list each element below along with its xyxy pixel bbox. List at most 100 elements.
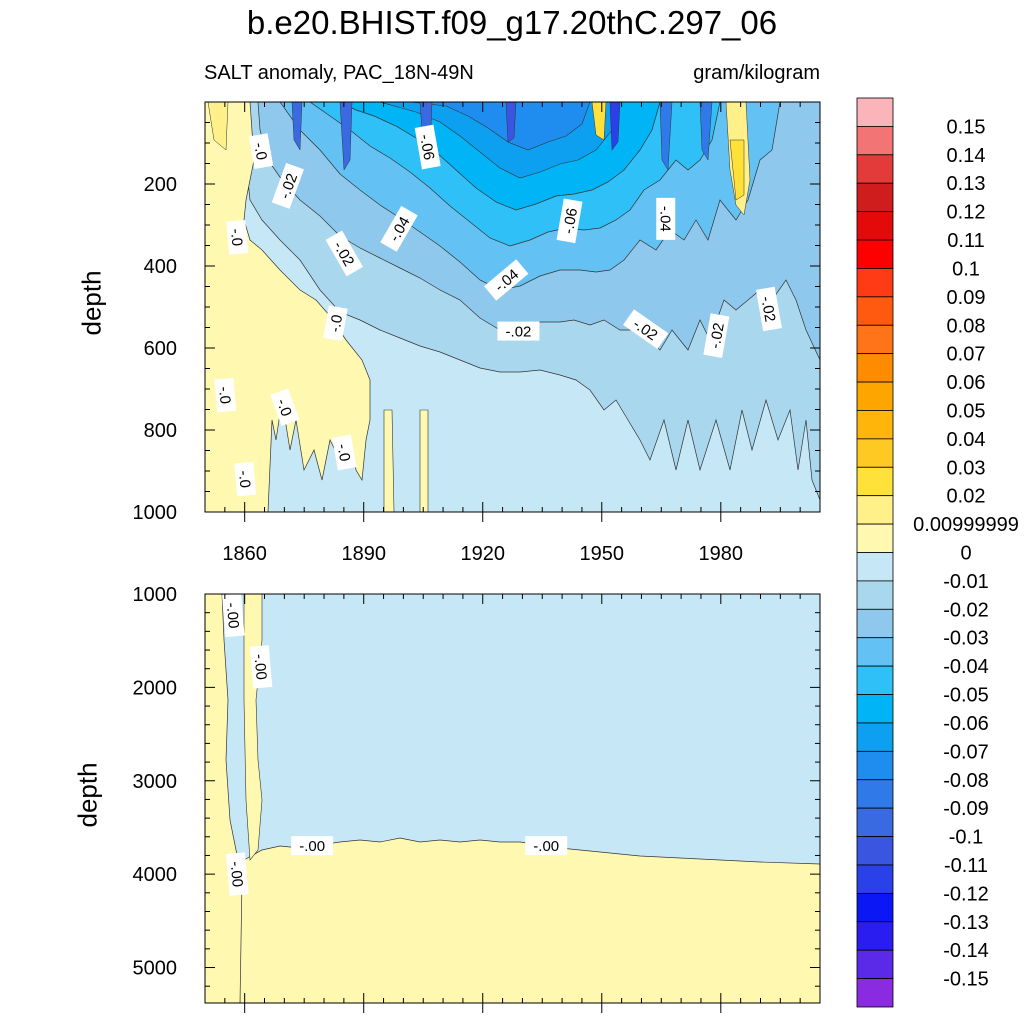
contour-label: -.0 — [234, 461, 257, 497]
contour-label-box — [656, 197, 676, 240]
colorbar-swatch — [856, 523, 894, 553]
y-tick-label: 1000 — [133, 584, 178, 606]
y-tick-label: 4000 — [133, 864, 178, 886]
colorbar-label: -0.02 — [943, 599, 989, 621]
colorbar-swatch — [856, 97, 894, 127]
contour-label-text: -.0 — [333, 443, 353, 463]
colorbar-label: -0.07 — [943, 741, 989, 763]
colorbar-swatch — [856, 864, 894, 894]
contour-label-box — [214, 377, 237, 413]
colorbar-label: -0.13 — [943, 912, 989, 934]
band-positive-streak-2 — [419, 409, 429, 512]
lower-contour-panel: -.00 -.00 -.00 -.00 -.00 — [205, 594, 820, 1003]
colorbar-label: -0.1 — [949, 827, 983, 849]
variable-subtitle: SALT anomaly, PAC_18N-49N — [204, 62, 474, 84]
x-tick-label: 1860 — [222, 543, 267, 565]
colorbar-label: -0.11 — [944, 855, 988, 877]
colorbar-label: -0.01 — [943, 571, 989, 593]
colorbar-label: 0.04 — [947, 429, 986, 451]
contour-label-box — [271, 162, 304, 209]
colorbar-label: 0.14 — [947, 145, 986, 167]
y-tick-label: 600 — [144, 338, 177, 360]
lower-contour-labels: -.00 -.00 -.00 -.00 -.00 — [221, 594, 568, 896]
contour-label-box — [225, 852, 249, 896]
streak-dark-7 — [291, 102, 303, 151]
colorbar-swatch — [856, 608, 894, 639]
contour-label-box — [497, 321, 540, 341]
colorbar-label: 0 — [960, 543, 971, 565]
colorbar-label: 0.15 — [947, 116, 986, 138]
colorbar-swatch — [856, 296, 894, 326]
x-tick-label: 1980 — [699, 543, 744, 565]
contour-label-box — [221, 594, 245, 638]
contour-label-text: -.0 — [327, 313, 347, 333]
colorbar-swatch — [856, 410, 894, 440]
colorbar-swatch — [856, 126, 894, 156]
contour-label-box — [248, 133, 274, 170]
colorbar-swatch — [856, 182, 894, 213]
colorbar-swatch — [856, 836, 894, 866]
contour-label: -.02 — [703, 313, 730, 358]
contour-label-box — [234, 461, 257, 497]
contour-label-box — [703, 313, 730, 358]
colorbar-label: 0.11 — [947, 230, 984, 252]
contour-label-text: -.02 — [506, 324, 532, 341]
contour-label-text: -.02 — [757, 295, 778, 323]
colorbar-swatch — [856, 807, 894, 837]
band-positive-surface-4 — [207, 102, 229, 151]
contour-label-text: -.00 — [227, 861, 246, 888]
x-tick-label: 1950 — [580, 543, 625, 565]
colorbar: 0.15 0.14 0.13 0.12 0.11 0.1 0.09 0.08 0.07 0.06 0… — [856, 97, 1019, 1008]
contour-label: -.0 — [323, 305, 348, 342]
contour-label-box — [291, 836, 334, 856]
colorbar-swatch — [856, 438, 894, 468]
contour-label: -.0 — [332, 434, 357, 471]
contour-label: -.06 — [414, 124, 441, 170]
contour-label-text: -.00 — [299, 838, 325, 855]
contour-label-text: -.02 — [707, 322, 728, 350]
colorbar-swatch — [856, 324, 894, 355]
y-tick-label: 5000 — [133, 958, 178, 980]
contour-label-box — [484, 259, 529, 301]
contour-label: -.00 — [291, 836, 334, 856]
streak-dark-4 — [659, 102, 673, 171]
colorbar-swatch — [856, 694, 894, 724]
contour-label-box — [556, 198, 583, 244]
colorbar-swatch — [856, 154, 894, 184]
contour-label-box — [249, 645, 273, 689]
contour-label-text: -.06 — [560, 207, 581, 235]
colorbar-label: 0.12 — [947, 202, 986, 224]
contour-label-text: -.00 — [223, 602, 242, 629]
lower-axes: 1000 2000 3000 4000 5000 — [133, 584, 821, 1013]
colorbar-swatch — [856, 268, 894, 298]
contour-label-text: -.0 — [250, 141, 270, 161]
band-minus-008 — [409, 102, 591, 151]
y-tick-label: 400 — [144, 256, 177, 278]
streak-dark-3 — [609, 102, 621, 151]
contour-label-text: -.0 — [273, 396, 295, 418]
contour-label-box — [525, 836, 568, 856]
contour-label-box — [380, 205, 418, 252]
colorbar-label: -0.08 — [943, 770, 989, 792]
y-tick-label: 3000 — [133, 771, 178, 793]
colorbar-swatch — [856, 353, 894, 383]
band-positive-surface-1 — [591, 102, 607, 141]
colorbar-label: 0.03 — [947, 457, 986, 479]
y-tick-label: 1000 — [133, 502, 178, 524]
colorbar-swatch — [856, 239, 894, 269]
streak-dark-2 — [505, 102, 517, 143]
contour-label-box — [270, 388, 300, 427]
contour-label-text: -.06 — [416, 133, 437, 161]
colorbar-swatch — [856, 466, 894, 497]
contour-label: -.0 — [214, 377, 237, 413]
y-tick-label: 2000 — [133, 677, 178, 699]
contour-label-text: -.0 — [235, 470, 253, 489]
colorbar-swatch — [856, 750, 894, 781]
contour-label: -.06 — [556, 198, 583, 244]
contour-label-text: -.00 — [250, 653, 269, 680]
colorbar-label: -0.06 — [943, 713, 989, 735]
upper-axes: 1860 1890 1920 1950 1980 200 400 600 800 1000 — [133, 101, 821, 565]
colorbar-swatch — [856, 211, 894, 241]
y-tick-label: 200 — [144, 174, 177, 196]
colorbar-label: 0.09 — [947, 287, 986, 309]
